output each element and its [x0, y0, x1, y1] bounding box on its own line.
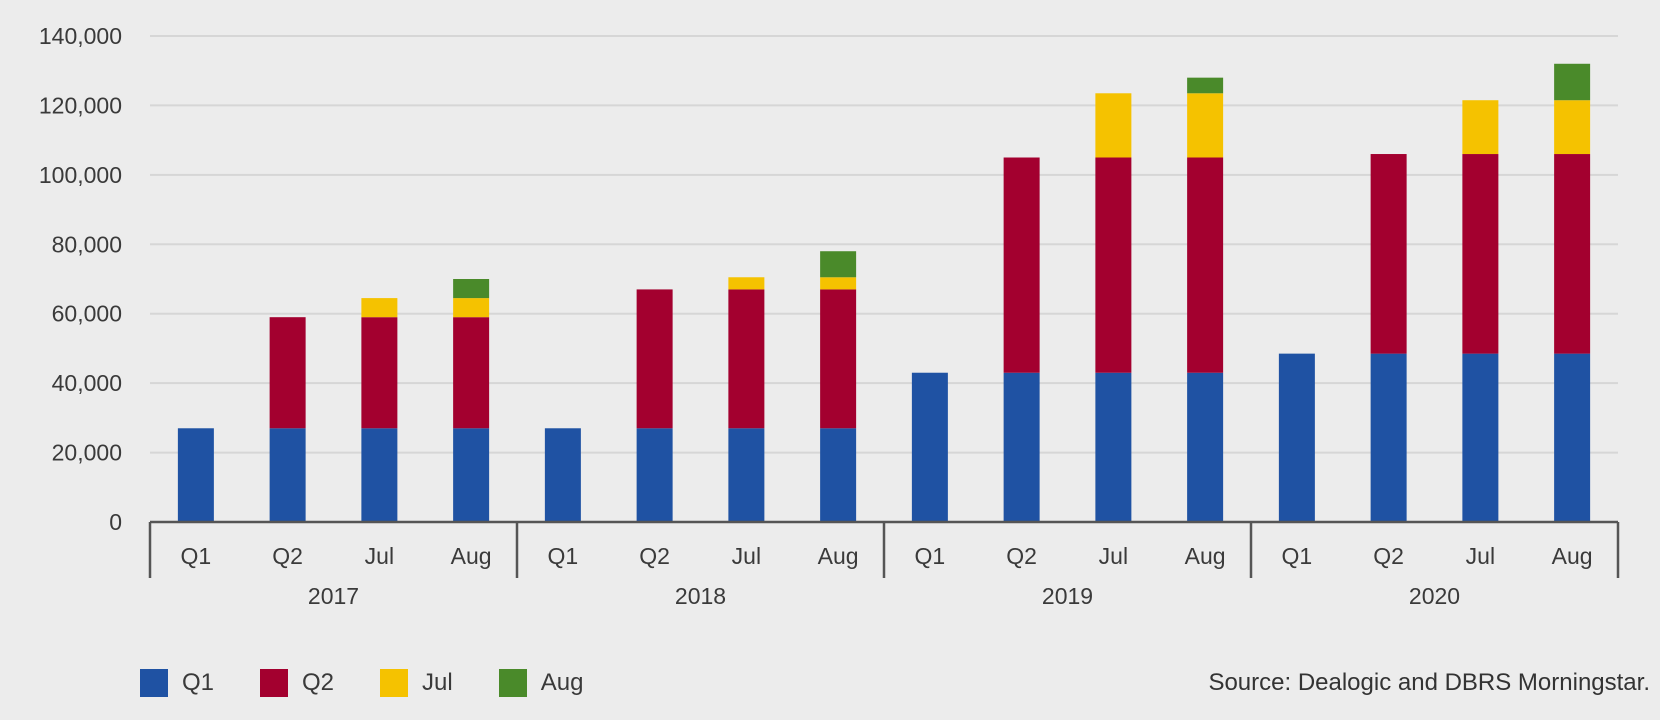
y-tick-label: 20,000	[52, 440, 122, 466]
bar-segment-q2	[728, 289, 765, 429]
bar-segment-q1	[269, 428, 306, 522]
bar-segment-jul	[453, 298, 490, 318]
bar-segment-jul	[728, 277, 765, 290]
x-category-label: Jul	[1466, 543, 1495, 569]
x-category-label: Aug	[451, 543, 492, 569]
chart-legend: Q1 Q2 Jul Aug	[140, 668, 583, 698]
bar-segment-q1	[177, 428, 214, 522]
bar-segment-q1	[820, 428, 857, 522]
x-category-label: Aug	[818, 543, 859, 569]
legend-swatch	[498, 669, 527, 697]
bar-segment-q1	[1370, 353, 1407, 522]
bar-segment-jul	[820, 277, 857, 290]
legend-label: Q2	[302, 669, 335, 696]
bar-segment-q1	[1278, 353, 1315, 522]
bar-segment-q2	[636, 289, 673, 429]
bar-segment-q2	[1187, 157, 1224, 373]
chart-plot-area: 0 20,000 40,000 60,000 80,000 100,000 120,000 1…	[39, 23, 1620, 609]
y-tick-label: 100,000	[39, 162, 122, 188]
source-note: Source: Dealogic and DBRS Morningstar.	[1208, 669, 1650, 696]
y-tick-label: 40,000	[52, 370, 122, 396]
bar-segment-aug	[820, 251, 857, 278]
legend-item-q2: Q2	[260, 669, 334, 697]
bar-segment-jul	[361, 298, 398, 318]
bar-segment-jul	[1462, 100, 1499, 155]
legend-item-q1: Q1	[140, 669, 214, 697]
bar-segment-q2	[1462, 154, 1499, 354]
bar-segment-q1	[636, 428, 673, 522]
bar-segment-q1	[911, 372, 948, 522]
y-tick-label: 80,000	[52, 231, 122, 257]
x-category-label: Q1	[181, 543, 212, 569]
x-category-label: Q1	[548, 543, 579, 569]
bar-segment-q2	[1095, 157, 1132, 373]
x-category-label: Q1	[915, 543, 946, 569]
legend-swatch	[140, 669, 168, 697]
bar-segment-q2	[269, 317, 306, 429]
x-category-label: Q2	[1373, 543, 1404, 569]
legend-item-jul: Jul	[380, 669, 453, 697]
bar-segment-q2	[453, 317, 490, 429]
legend-label: Jul	[422, 669, 453, 696]
bar-segment-q1	[728, 428, 765, 522]
x-category-label: Jul	[732, 543, 761, 569]
bar-segment-q1	[1187, 372, 1224, 522]
x-category-label: Jul	[1099, 543, 1128, 569]
bar-segment-q2	[820, 289, 857, 429]
x-group-label: 2017	[308, 583, 359, 609]
legend-label: Aug	[540, 669, 584, 696]
bar-segment-q2	[1554, 154, 1591, 354]
bar-segment-q1	[361, 428, 398, 522]
x-category-label: Q2	[639, 543, 670, 569]
x-group-label: 2019	[1042, 583, 1093, 609]
bar-segment-q1	[1003, 372, 1040, 522]
bar-segment-aug	[1554, 63, 1591, 101]
legend-label: Q1	[182, 669, 215, 696]
x-category-label: Aug	[1185, 543, 1226, 569]
legend-swatch	[380, 669, 409, 697]
x-category-label: Q2	[272, 543, 303, 569]
y-tick-label: 120,000	[39, 92, 122, 118]
legend-item-aug: Aug	[498, 669, 584, 697]
y-tick-label: 60,000	[52, 301, 122, 327]
bar-segment-aug	[453, 279, 490, 299]
bar-segment-q1	[453, 428, 490, 522]
x-category-label: Aug	[1552, 543, 1593, 569]
x-category-label: Q2	[1006, 543, 1037, 569]
bar-segment-jul	[1187, 93, 1224, 158]
x-category-label: Q1	[1282, 543, 1313, 569]
bar-segment-q2	[1370, 154, 1407, 354]
bar-segment-jul	[1095, 93, 1132, 158]
y-tick-label: 0	[109, 509, 122, 535]
x-category-label: Jul	[365, 543, 394, 569]
bar-segment-jul	[1554, 100, 1591, 155]
bar-segment-q2	[361, 317, 398, 429]
y-tick-label: 140,000	[39, 23, 122, 49]
legend-swatch	[260, 669, 289, 697]
bar-segment-q2	[1003, 157, 1040, 373]
bar-segment-q1	[1095, 372, 1132, 522]
x-group-label: 2018	[675, 583, 726, 609]
bar-segment-q1	[1462, 353, 1499, 522]
bar-segment-q1	[1554, 353, 1591, 522]
bar-segment-q1	[544, 428, 581, 522]
x-group-label: 2020	[1409, 583, 1460, 609]
bar-segment-aug	[1187, 77, 1224, 94]
